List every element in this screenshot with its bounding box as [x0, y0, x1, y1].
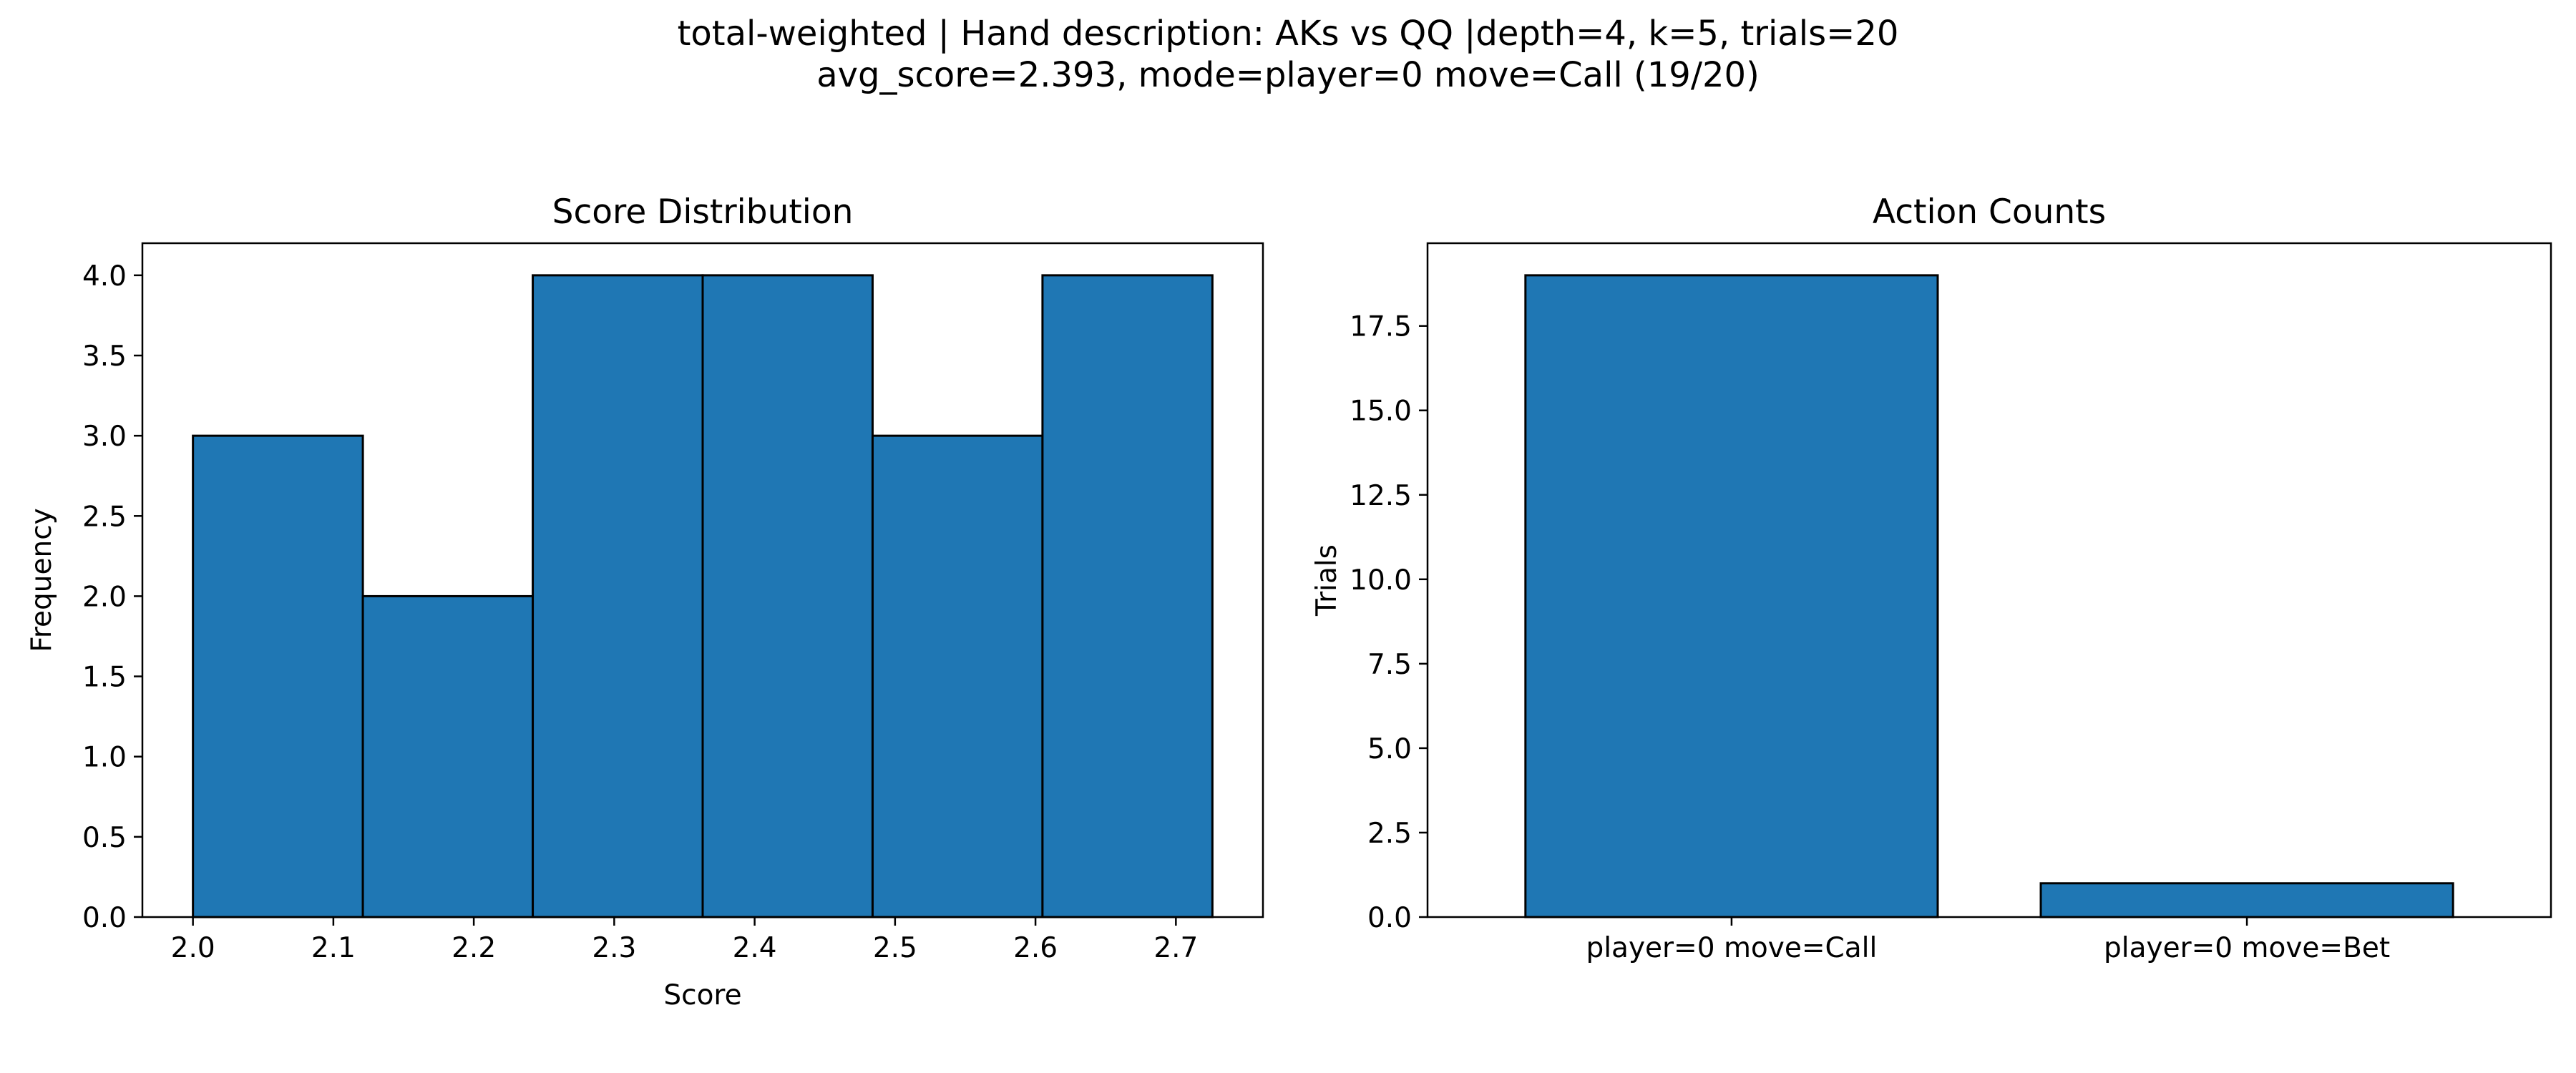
score-distribution-panel: Score Distribution Frequency Score 2.0 2.1 2.… — [26, 192, 1264, 1011]
actions-title: Action Counts — [1873, 192, 2106, 232]
histogram-bar — [361, 594, 535, 918]
figure-title-line1: total-weighted | Hand description: AKs v… — [677, 14, 1899, 54]
actions-ytick-label: 17.5 — [1350, 311, 1412, 343]
histogram-bar — [871, 434, 1044, 918]
figure-title: total-weighted | Hand description: AKs v… — [0, 13, 2576, 96]
histogram-bar — [192, 434, 364, 918]
hist-ytick-label: 2.5 — [82, 501, 127, 533]
hist-xtick-label: 2.5 — [873, 932, 917, 964]
hist-ytick-label: 2.0 — [82, 581, 127, 613]
hist-xtick-label: 2.1 — [311, 932, 356, 964]
hist-ytick-label: 0.0 — [82, 902, 127, 934]
actions-xtick-label: player=0 move=Call — [1586, 932, 1877, 964]
actions-ytick-label: 10.0 — [1350, 564, 1412, 597]
hist-ylabel: Frequency — [26, 508, 58, 652]
actions-xtick-label: player=0 move=Bet — [2104, 932, 2390, 964]
hist-xtick-label: 2.4 — [733, 932, 777, 964]
hist-xtick-label: 2.7 — [1153, 932, 1198, 964]
actions-ytick-label: 12.5 — [1350, 480, 1412, 512]
histogram-bar — [532, 274, 704, 918]
hist-xlabel: Score — [663, 979, 741, 1011]
figure-title-line2: avg_score=2.393, mode=player=0 move=Call… — [816, 55, 1760, 95]
action-counts-panel: Action Counts Trials player=0 move=Call pla… — [1311, 192, 2552, 964]
hist-ytick-label: 0.5 — [82, 822, 127, 854]
actions-ylabel: Trials — [1311, 544, 1343, 617]
actions-ytick-label: 7.5 — [1367, 649, 1412, 681]
actions-ytick-label: 5.0 — [1367, 733, 1412, 765]
hist-title: Score Distribution — [552, 192, 854, 232]
hist-xtick-label: 2.3 — [592, 932, 636, 964]
action-bar — [2039, 882, 2454, 918]
hist-xtick-label: 2.0 — [171, 932, 215, 964]
actions-ytick-label: 2.5 — [1367, 818, 1412, 850]
hist-xtick-label: 2.2 — [452, 932, 496, 964]
histogram-bar — [701, 274, 874, 918]
hist-ytick-label: 4.0 — [82, 260, 127, 293]
hist-ytick-label: 1.0 — [82, 742, 127, 774]
hist-ytick-label: 3.0 — [82, 421, 127, 453]
hist-ytick-label: 1.5 — [82, 662, 127, 694]
hist-xtick-label: 2.6 — [1013, 932, 1058, 964]
histogram-bar — [1041, 274, 1214, 918]
hist-ytick-label: 3.5 — [82, 340, 127, 373]
actions-axes-frame — [1426, 242, 2552, 918]
actions-ytick-label: 0.0 — [1367, 902, 1412, 934]
action-bar — [1524, 274, 1939, 918]
hist-axes-frame — [141, 242, 1264, 918]
actions-ytick-label: 15.0 — [1350, 396, 1412, 428]
